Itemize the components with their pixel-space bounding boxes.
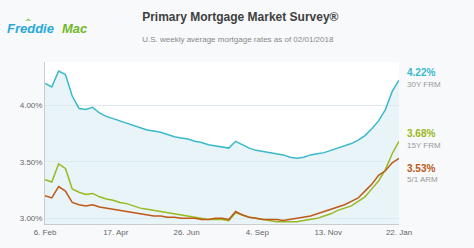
- svg-text:13. Nov: 13. Nov: [314, 228, 342, 237]
- svg-text:3.53%: 3.53%: [407, 163, 435, 174]
- svg-text:3.50%: 3.50%: [20, 157, 43, 166]
- svg-text:4.00%: 4.00%: [20, 101, 43, 110]
- svg-text:15Y FRM: 15Y FRM: [407, 141, 441, 150]
- svg-text:22. Jan: 22. Jan: [386, 228, 412, 237]
- svg-text:26. Jun: 26. Jun: [173, 228, 199, 237]
- svg-text:4.22%: 4.22%: [407, 67, 435, 78]
- svg-text:‸: ‸: [25, 11, 32, 21]
- svg-text:4. Sep: 4. Sep: [246, 228, 270, 237]
- svg-text:Primary Mortgage Market Survey: Primary Mortgage Market Survey®: [142, 10, 338, 24]
- svg-text:U.S. weekly average mortgage r: U.S. weekly average mortgage rates as of…: [142, 35, 334, 44]
- svg-text:3.00%: 3.00%: [20, 214, 43, 223]
- svg-text:6. Feb: 6. Feb: [34, 228, 57, 237]
- svg-text:17. Apr: 17. Apr: [103, 228, 129, 237]
- svg-text:3.68%: 3.68%: [407, 128, 435, 139]
- svg-text:Mac: Mac: [62, 21, 88, 36]
- svg-text:5/1 ARM: 5/1 ARM: [407, 175, 438, 184]
- svg-text:30Y FRM: 30Y FRM: [407, 80, 441, 89]
- svg-text:Freddie: Freddie: [7, 21, 54, 36]
